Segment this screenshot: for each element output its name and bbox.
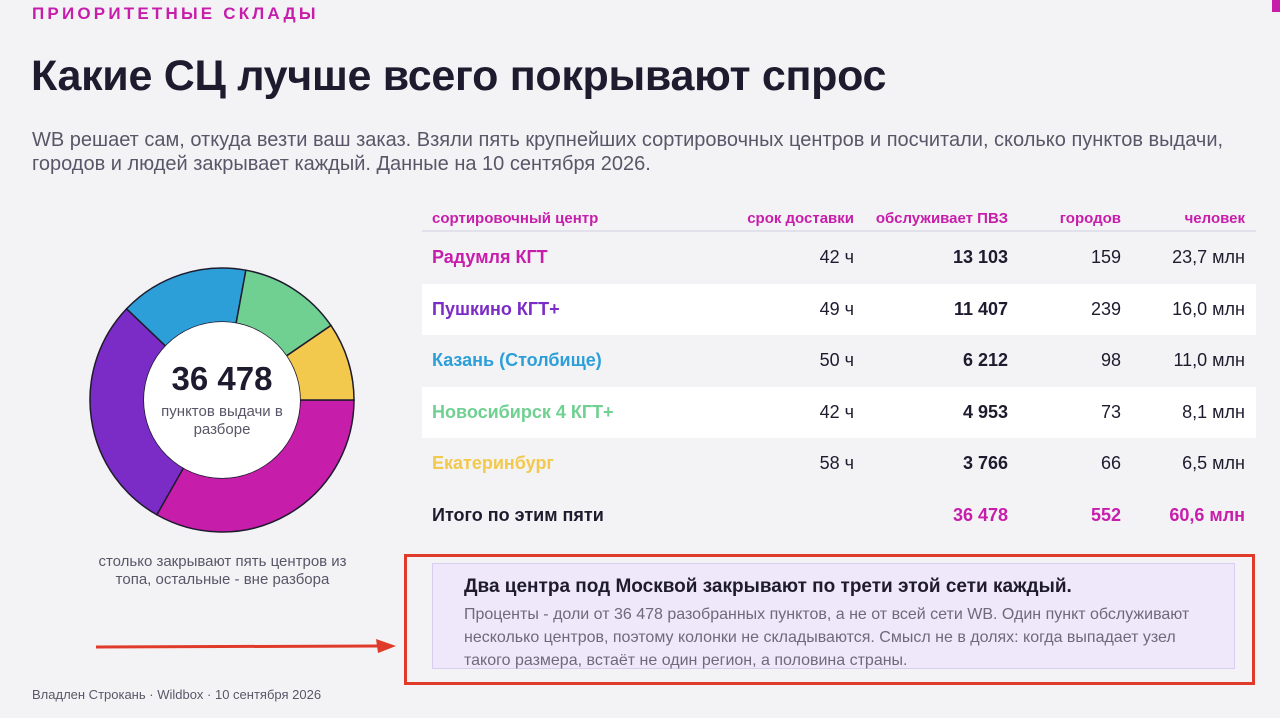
sorting-centers-table: сортировочный центр срок доставки обслуж… (422, 206, 1256, 541)
people-count: 6,5 млн (1182, 453, 1245, 474)
header-pvz: обслуживает ПВЗ (875, 209, 1008, 227)
page-title: Какие СЦ лучше всего покрывают спрос (31, 52, 887, 100)
total-label: Итого по этим пяти (432, 504, 604, 525)
people-count: 23,7 млн (1172, 247, 1245, 268)
red-arrow-icon (96, 639, 396, 653)
delivery-time: 42 ч (819, 247, 854, 268)
total-pvz: 36 478 (952, 504, 1008, 525)
people-count: 11,0 млн (1173, 350, 1245, 371)
total-cities: 552 (1090, 504, 1121, 525)
callout-note: Два центра под Москвой закрывают по трет… (432, 563, 1235, 669)
total-people: 60,6 млн (1169, 504, 1245, 525)
center-name: Казань (Столбище) (432, 350, 602, 371)
table-header: сортировочный центр срок доставки обслуж… (422, 206, 1256, 232)
header-cities: городов (1059, 209, 1121, 227)
pvz-count: 4 953 (962, 401, 1008, 422)
header-center: сортировочный центр (432, 209, 599, 227)
highlight-frame (404, 554, 1255, 685)
cities-count: 73 (1100, 401, 1121, 422)
callout-body: Проценты - доли от 36 478 разобранных пу… (464, 606, 1190, 669)
people-count: 16,0 млн (1172, 298, 1245, 319)
cities-count: 239 (1090, 298, 1121, 319)
donut-total-value: 36 478 (171, 360, 273, 397)
header-delivery: срок доставки (747, 209, 854, 227)
table-body: Радумля КГТ 42 ч 13 103 159 23,7 млн Пушкино … (422, 232, 1256, 490)
donut-caption: столько закрывают пять центров из топа, … (98, 553, 347, 588)
center-name: Новосибирск 4 КГТ+ (432, 401, 614, 422)
table-row: Казань (Столбище) 50 ч 6 212 98 11,0 млн (422, 335, 1256, 387)
table-row: Пушкино КГТ+ 49 ч 11 407 239 16,0 млн (422, 283, 1256, 335)
pvz-count: 11 407 (953, 298, 1008, 319)
header-people: человек (1184, 209, 1245, 227)
delivery-time: 58 ч (819, 453, 854, 474)
table-total-row: Итого по этим пяти 36 478 552 60,6 млн (422, 490, 1256, 542)
delivery-time: 50 ч (819, 350, 854, 371)
center-name: Пушкино КГТ+ (432, 298, 560, 319)
lead-paragraph: WB решает сам, откуда везти ваш заказ. В… (32, 129, 1224, 175)
pvz-count: 6 212 (962, 350, 1008, 371)
cities-count: 159 (1090, 247, 1121, 268)
callout-title: Два центра под Москвой закрывают по трет… (464, 576, 1072, 597)
cities-count: 66 (1100, 453, 1121, 474)
footer-credit: Владлен Строкань · Wildbox · 10 сентября… (32, 687, 322, 702)
donut-svg (89, 267, 355, 533)
cities-count: 98 (1100, 350, 1121, 371)
table-row: Новосибирск 4 КГТ+ 42 ч 4 953 73 8,1 млн (422, 386, 1256, 438)
center-name: Радумля КГТ (432, 247, 548, 268)
donut-chart: 36 478 пунктов выдачи в разборе (88, 266, 356, 534)
table-row: Екатеринбург 58 ч 3 766 66 6,5 млн (422, 438, 1256, 490)
corner-accent (1272, 0, 1280, 12)
pvz-count: 3 766 (962, 453, 1008, 474)
table-row: Радумля КГТ 42 ч 13 103 159 23,7 млн (422, 232, 1256, 284)
pvz-count: 13 103 (952, 247, 1008, 268)
delivery-time: 42 ч (819, 401, 854, 422)
donut-hole (144, 322, 300, 478)
delivery-time: 49 ч (819, 298, 854, 319)
donut-total-label: пунктов выдачи в разборе (161, 403, 283, 438)
people-count: 8,1 млн (1182, 401, 1245, 422)
donut-center: 36 478 пунктов выдачи в разборе (88, 266, 356, 534)
section-kicker: ПРИОРИТЕТНЫЕ СКЛАДЫ (32, 4, 319, 23)
center-name: Екатеринбург (432, 453, 554, 474)
